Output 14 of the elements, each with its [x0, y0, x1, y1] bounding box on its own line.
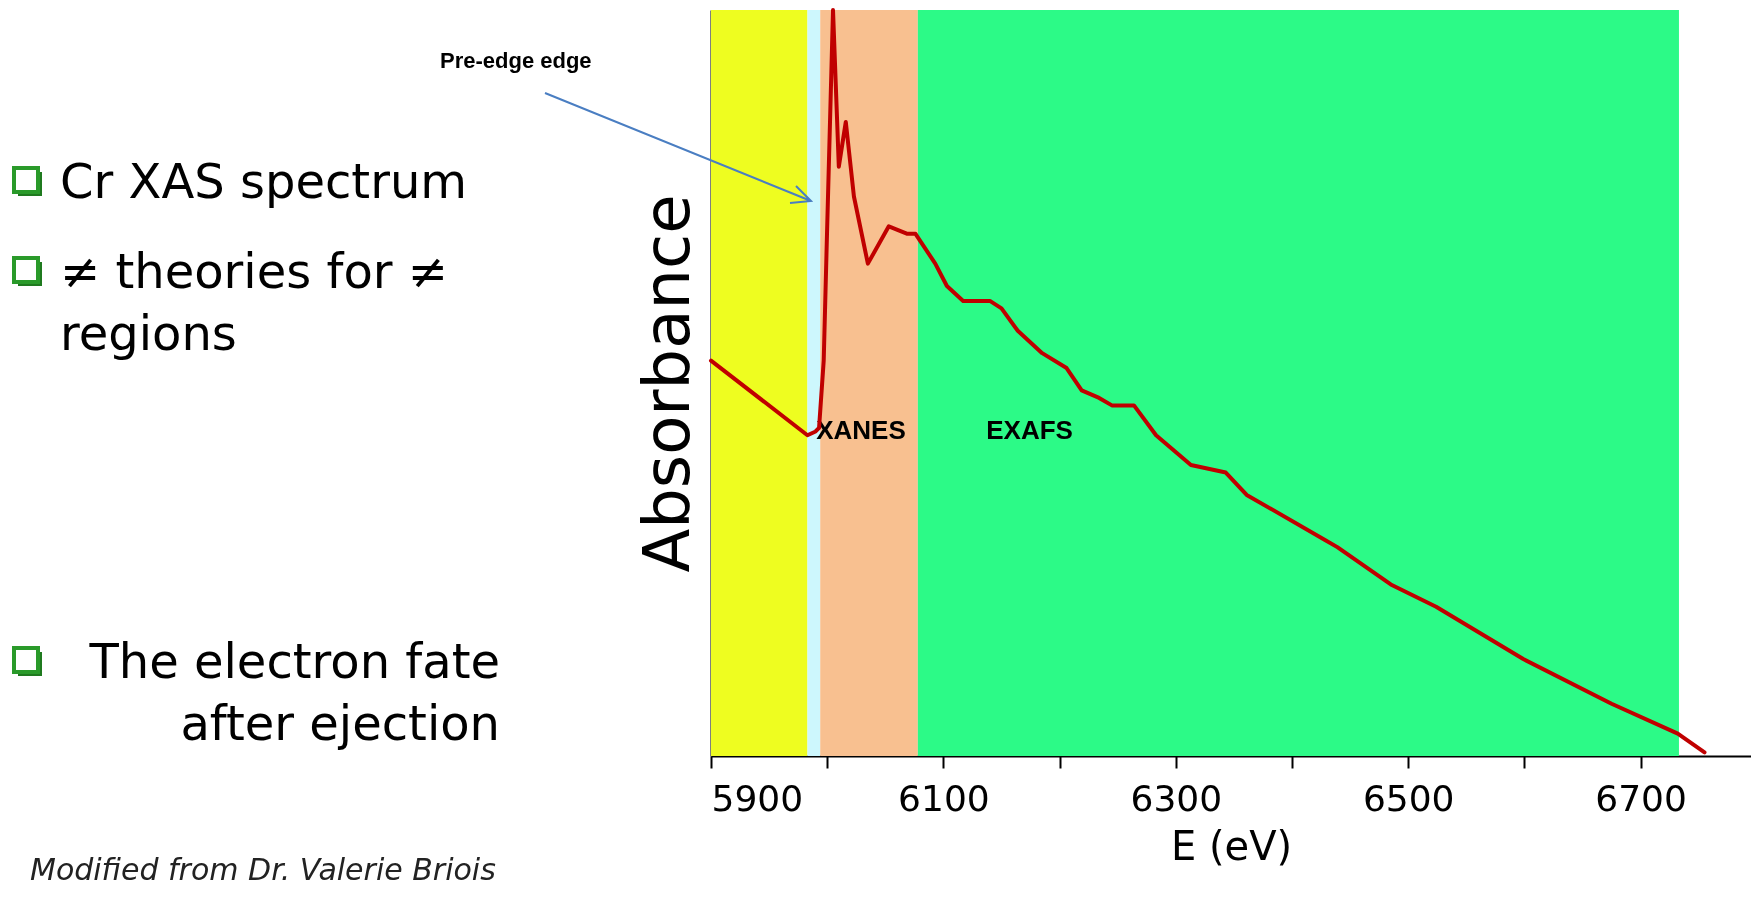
- x-tick-label: 5900: [711, 777, 804, 819]
- x-tick-label: 6100: [898, 777, 990, 819]
- x-tick-label: 6300: [1130, 777, 1223, 819]
- x-axis-title: E (eV): [1170, 822, 1293, 869]
- text: The electron fate after ejection: [88, 632, 500, 753]
- x-tick-label: 6700: [1595, 777, 1687, 819]
- text: Cr XAS spectrum: [60, 152, 469, 211]
- band-label: EXAFS: [986, 415, 1073, 446]
- x-tick-label: 6500: [1362, 777, 1455, 819]
- text: ≠ theories for ≠ regions: [60, 242, 449, 363]
- y-axis-title: Absorbance: [629, 194, 704, 573]
- text: Pre-edge edge: [440, 48, 592, 74]
- text: Modified from Dr. Valerie Briois: [30, 852, 496, 887]
- band-label: XANES: [816, 415, 906, 446]
